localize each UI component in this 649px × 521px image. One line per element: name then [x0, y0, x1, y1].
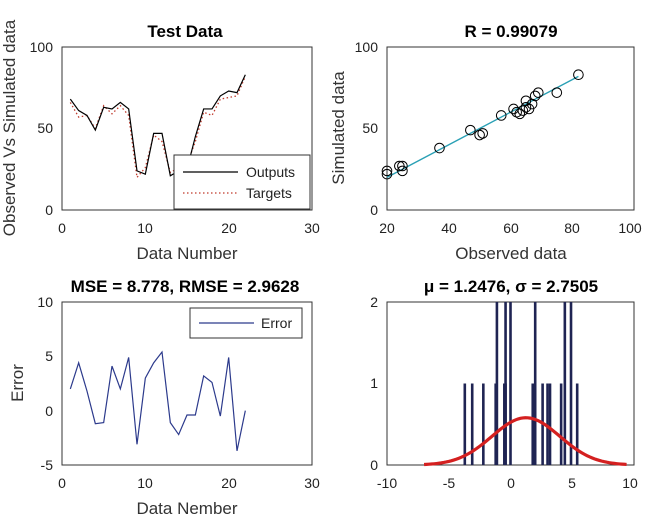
histogram-bar: [504, 302, 507, 465]
ticks-regression: 20 40 60 80 100 0 50 100: [355, 39, 642, 236]
legend-label-outputs: Outputs: [246, 164, 295, 180]
scatter-point: [517, 105, 529, 116]
y-tick-label: 10: [37, 294, 53, 310]
histogram-bars: [423, 302, 627, 467]
histogram-bar: [470, 383, 474, 465]
chart-title-error: MSE = 8.778, RMSE = 2.9628: [71, 277, 300, 296]
ticks-histogram: -10 -5 0 5 10 0 1 2: [370, 294, 638, 491]
x-tick-label: 30: [304, 220, 320, 236]
x-tick-label: 40: [441, 220, 457, 236]
scatter-point: [551, 87, 563, 98]
panel-regression: R = 0.99079 20 40 60 80 100 0 50 100 Obs…: [329, 22, 642, 263]
histogram-bar: [495, 302, 499, 465]
y-tick-label: 50: [362, 120, 378, 136]
x-axis-label-error: Data Nember: [136, 499, 237, 518]
chart-title-test-data: Test Data: [147, 22, 223, 41]
chart-title-histogram: μ = 1.2476, σ = 2.7505: [424, 277, 598, 296]
y-tick-label: 5: [45, 348, 53, 364]
x-tick-label: 10: [137, 475, 153, 491]
y-tick-label: 50: [37, 120, 53, 136]
x-tick-label: -5: [443, 475, 456, 491]
x-tick-label: 20: [221, 475, 237, 491]
x-tick-label: 10: [137, 220, 153, 236]
scatter-point: [477, 128, 489, 139]
legend-box: [173, 154, 311, 210]
x-tick-label: 20: [379, 220, 395, 236]
histogram-bar: [463, 383, 467, 465]
scatter-point: [465, 124, 476, 136]
x-tick-label: 60: [503, 220, 519, 236]
x-tick-label: 20: [221, 220, 237, 236]
y-tick-label: 100: [30, 39, 54, 55]
histogram-bar: [533, 302, 537, 465]
y-tick-label: 0: [370, 202, 378, 218]
series-error: [69, 350, 246, 451]
normal-fit-curve: [423, 416, 627, 467]
y-tick-label: -5: [41, 457, 54, 473]
scatter-point: [397, 165, 408, 177]
histogram-bar: [559, 383, 563, 465]
histogram-bar: [509, 302, 512, 465]
axes-box-regression: [386, 46, 635, 211]
x-axis-label-regression: Observed data: [455, 244, 567, 263]
ticks-test-data: 0 10 20 30 0 50 100: [30, 39, 320, 236]
legend-label-targets: Targets: [246, 185, 292, 201]
histogram-bar: [482, 383, 485, 465]
scatter-point: [495, 110, 507, 121]
panel-test-data: Test Data 0 10 20 30 0 50 100 Data Numbe…: [0, 19, 320, 263]
x-tick-label: 80: [564, 220, 580, 236]
histogram-bar: [569, 302, 573, 465]
x-tick-label: 0: [507, 475, 515, 491]
histogram-bar: [563, 302, 567, 465]
scatter-point: [397, 160, 408, 172]
x-tick-label: 100: [618, 220, 642, 236]
scatter-point: [573, 69, 584, 81]
scatter-point: [434, 142, 445, 154]
ticks-error: 0 10 20 30 -5 0 5 10: [37, 294, 320, 491]
y-axis-label-error: Error: [8, 364, 27, 402]
histogram-bar: [531, 383, 535, 465]
panel-error: MSE = 8.778, RMSE = 2.9628 0 10 20 30 -5…: [8, 277, 320, 518]
series-line-error: [69, 350, 246, 451]
y-tick-label: 0: [370, 457, 378, 473]
scatter-point: [529, 90, 541, 102]
y-tick-label: 0: [45, 202, 53, 218]
x-tick-label: -10: [377, 475, 397, 491]
y-tick-label: 1: [370, 375, 378, 391]
panel-histogram: μ = 1.2476, σ = 2.7505 -10 -5 0 5 10 0 1…: [370, 277, 638, 491]
scatter-point: [381, 168, 393, 180]
x-tick-label: 5: [568, 475, 576, 491]
series-test-data: [69, 74, 246, 179]
x-tick-label: 10: [622, 475, 638, 491]
histogram-bar: [548, 383, 552, 465]
histogram-bar: [546, 383, 549, 465]
legend-test-data: Outputs Targets: [173, 154, 311, 210]
legend-error: Error: [189, 307, 303, 339]
y-tick-label: 100: [355, 39, 379, 55]
x-tick-label: 0: [58, 475, 66, 491]
histogram-bar: [575, 383, 579, 465]
y-axis-label-test-data: Observed Vs Simulated data: [0, 19, 19, 236]
chart-title-regression: R = 0.99079: [464, 22, 557, 41]
scatter-point: [532, 87, 544, 98]
scatter-point: [381, 165, 393, 177]
scatter-point: [514, 108, 526, 120]
y-tick-label: 2: [370, 294, 378, 310]
x-tick-label: 0: [58, 220, 66, 236]
series-line-outputs: [69, 74, 246, 177]
fit-line: [386, 75, 579, 179]
x-tick-label: 30: [304, 475, 320, 491]
legend-label-error: Error: [261, 315, 292, 331]
y-axis-label-regression: Simulated data: [329, 71, 348, 185]
scatter-points: [381, 69, 584, 180]
x-axis-label-test-data: Data Number: [136, 244, 237, 263]
y-tick-label: 0: [45, 403, 53, 419]
